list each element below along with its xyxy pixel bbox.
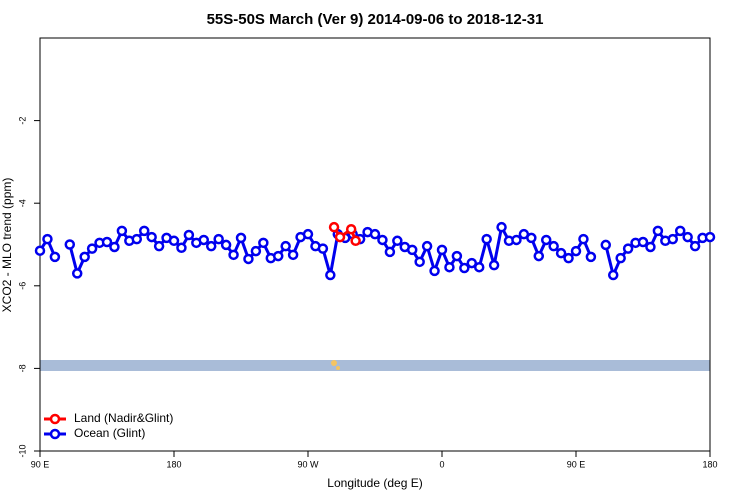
data-point <box>235 232 247 244</box>
data-point <box>328 221 340 233</box>
data-point <box>637 236 649 248</box>
data-point <box>682 231 693 243</box>
data-point <box>131 233 143 245</box>
data-point <box>600 239 612 251</box>
data-point <box>71 268 83 279</box>
data-point <box>49 251 61 263</box>
coverage-dot <box>331 360 337 366</box>
data-point <box>198 234 210 246</box>
data-point <box>176 242 187 254</box>
data-point <box>168 235 180 247</box>
coverage-dot <box>336 366 340 370</box>
data-point <box>555 247 567 259</box>
data-point <box>473 261 485 273</box>
data-point <box>563 252 574 264</box>
data-point <box>481 233 492 245</box>
data-point <box>325 269 336 281</box>
data-point <box>622 243 634 254</box>
data-point <box>444 261 455 273</box>
data-point <box>213 233 224 245</box>
data-point <box>384 246 396 258</box>
data-point <box>243 253 254 265</box>
data-point <box>570 245 582 257</box>
y-tick-label: -10 <box>17 444 27 457</box>
data-point <box>667 233 679 245</box>
y-tick-label: -4 <box>17 199 27 207</box>
legend-marker <box>49 428 61 440</box>
chart-title: 55S-50S March (Ver 9) 2014-09-06 to 2018… <box>207 11 544 28</box>
data-point <box>674 225 686 237</box>
x-tick-label: 0 <box>439 459 444 469</box>
series-line <box>332 226 358 242</box>
data-point <box>689 240 701 252</box>
data-point <box>34 245 46 256</box>
data-point <box>272 250 284 262</box>
data-point <box>585 251 597 263</box>
data-point <box>488 259 500 271</box>
y-tick-label: -8 <box>17 364 27 372</box>
data-point <box>607 269 619 281</box>
data-point <box>345 223 357 235</box>
x-tick-label: 90 E <box>31 459 50 469</box>
data-point <box>146 231 157 243</box>
data-point <box>466 257 478 269</box>
y-tick-label: -2 <box>17 117 27 125</box>
data-point <box>101 236 113 248</box>
y-axis-label: XCO2 - MLO trend (ppm) <box>0 178 14 313</box>
data-point <box>205 240 217 252</box>
x-axis-label: Longitude (deg E) <box>327 476 422 490</box>
data-point <box>421 240 433 252</box>
y-tick-label: -6 <box>17 282 27 290</box>
data-point <box>116 225 128 237</box>
data-point <box>280 240 291 252</box>
data-point <box>109 241 120 253</box>
x-tick-label: 180 <box>166 459 181 469</box>
data-point <box>451 250 463 262</box>
data-point <box>153 240 165 252</box>
legend-label: Land (Nadir&Glint) <box>74 411 173 425</box>
data-point <box>64 239 76 250</box>
data-point <box>369 228 381 240</box>
data-point <box>302 228 314 240</box>
data-point <box>533 250 545 262</box>
data-point <box>615 252 626 264</box>
data-point <box>287 249 299 261</box>
x-tick-label: 90 E <box>567 459 586 469</box>
data-point <box>436 244 448 256</box>
data-point <box>350 235 361 247</box>
data-point <box>334 231 346 243</box>
x-tick-label: 90 W <box>297 459 319 469</box>
data-point <box>645 241 656 253</box>
data-point <box>79 251 90 263</box>
x-tick-label: 180 <box>702 459 717 469</box>
data-point <box>317 243 329 254</box>
data-point <box>578 233 589 245</box>
data-point <box>511 234 522 246</box>
data-point <box>228 249 239 261</box>
data-point <box>704 231 716 243</box>
data-point <box>220 239 232 251</box>
data-point <box>377 234 388 246</box>
plot-frame <box>39 37 711 452</box>
data-point <box>42 233 53 245</box>
legend-marker <box>49 413 61 425</box>
data-point <box>459 262 470 274</box>
legend-label: Ocean (Glint) <box>74 426 145 440</box>
data-point <box>540 234 552 246</box>
data-point <box>414 256 425 268</box>
data-point <box>392 235 403 247</box>
data-point <box>138 225 150 237</box>
data-point <box>183 229 195 241</box>
data-point <box>406 244 418 256</box>
data-point <box>250 245 262 257</box>
data-point <box>86 243 98 254</box>
data-point <box>258 237 269 249</box>
data-point <box>548 240 559 252</box>
data-point <box>496 221 507 233</box>
data-point <box>652 225 664 237</box>
data-point <box>429 265 440 277</box>
coverage-band <box>40 360 710 371</box>
data-point <box>526 232 537 244</box>
